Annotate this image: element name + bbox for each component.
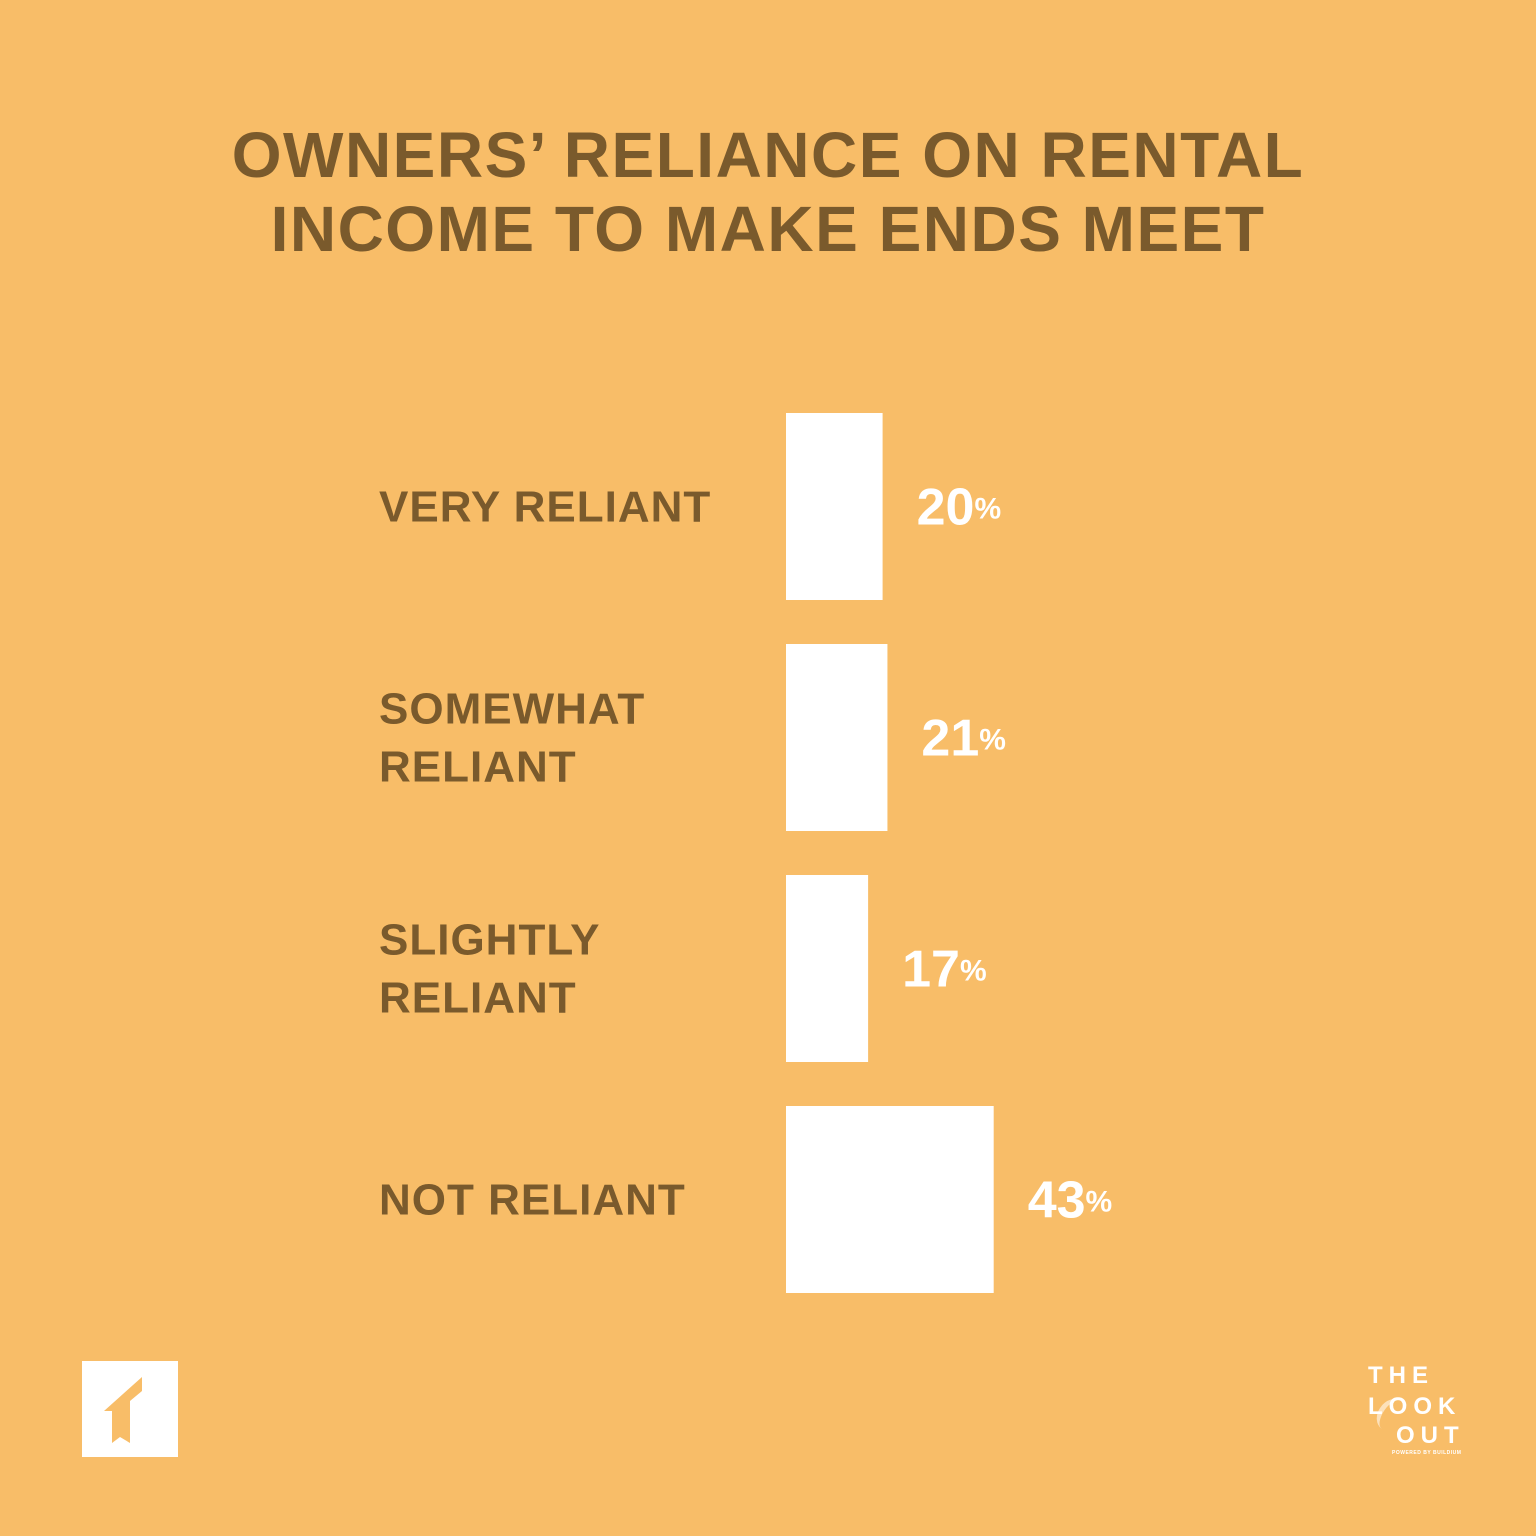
category-label-0-0: VERY RELIANT (379, 483, 711, 532)
lookout-logo-line3: OUT (1396, 1422, 1465, 1449)
arrow-logo-icon (104, 1377, 142, 1443)
value-label-2: 17% (902, 941, 987, 999)
lookout-logo-line1: THE (1368, 1362, 1434, 1389)
category-label-1-0: SOMEWHAT (379, 685, 645, 734)
category-label-2-1: RELIANT (379, 974, 577, 1023)
bar-2 (786, 875, 869, 1062)
category-label-2-0: SLIGHTLY (379, 916, 601, 965)
value-label-0: 20% (917, 479, 1002, 537)
chart-title-line1: OWNERS’ RELIANCE ON RENTAL (231, 119, 1305, 191)
the-lookout-logo: THE LOOK OUT POWERED BY BUILDIUM (1364, 1362, 1476, 1458)
bar-3 (786, 1106, 994, 1293)
category-label-1-1: RELIANT (379, 743, 577, 792)
bar-0 (786, 413, 883, 600)
chart-title: OWNERS’ RELIANCE ON RENTAL INCOME TO MAK… (0, 118, 1536, 266)
lookout-logo-tagline: POWERED BY BUILDIUM (1392, 1450, 1462, 1456)
value-label-3: 43% (1028, 1172, 1113, 1230)
lookout-logo-line2: LOOK (1368, 1393, 1462, 1420)
value-label-1: 21% (921, 710, 1006, 768)
category-label-3-0: NOT RELIANT (379, 1176, 686, 1225)
chart-title-line2: INCOME TO MAKE ENDS MEET (270, 193, 1266, 265)
buildium-logo-icon (82, 1361, 178, 1457)
bar-1 (786, 644, 888, 831)
